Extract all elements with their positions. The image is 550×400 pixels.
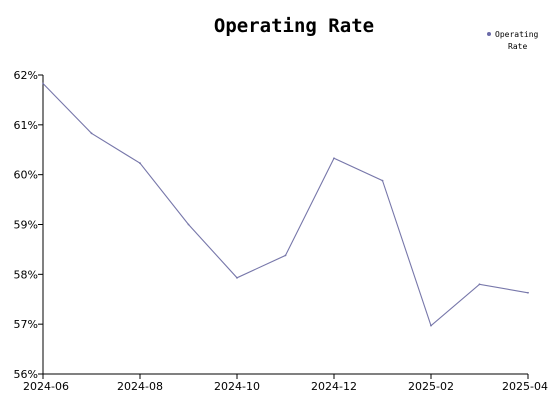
- x-tick-label: 2025-04: [502, 380, 548, 393]
- x-tick-label: 2024-10: [214, 380, 260, 393]
- y-tick-label: 57%: [14, 318, 38, 331]
- x-tick-label: 2024-08: [117, 380, 163, 393]
- y-tick-label: 60%: [14, 169, 38, 182]
- legend-marker: [487, 32, 491, 36]
- data-point: [42, 82, 44, 85]
- x-axis-ticks: 2024-06 2024-08 2024-10 2024-12 2025-02 2025-…: [23, 374, 548, 393]
- data-point: [430, 324, 432, 327]
- data-point: [90, 132, 93, 135]
- y-tick-label: 58%: [14, 268, 38, 281]
- y-tick-label: 62%: [14, 69, 38, 82]
- data-point: [478, 283, 481, 286]
- data-point: [284, 254, 287, 257]
- y-tick-label: 61%: [14, 119, 38, 132]
- y-tick-label: 59%: [14, 219, 38, 232]
- data-point: [333, 157, 335, 160]
- y-tick-label: 56%: [14, 368, 38, 381]
- data-point: [527, 291, 529, 294]
- y-axis-ticks: 56% 57% 58% 59% 60% 61% 62%: [14, 69, 43, 381]
- data-point: [236, 276, 238, 279]
- x-tick-label: 2024-12: [311, 380, 357, 393]
- data-point: [187, 223, 190, 226]
- chart-title: Operating Rate: [214, 15, 374, 37]
- x-tick-label: 2024-06: [23, 380, 69, 393]
- legend-label-line-1: Operating: [495, 30, 539, 39]
- legend-label-line-2: Rate: [508, 42, 527, 51]
- data-point: [381, 179, 384, 182]
- legend: Operating Rate: [487, 30, 539, 51]
- data-point: [139, 162, 141, 165]
- series-points: [42, 82, 529, 327]
- x-tick-label: 2025-02: [408, 380, 454, 393]
- series-line-operating-rate: [42, 83, 529, 327]
